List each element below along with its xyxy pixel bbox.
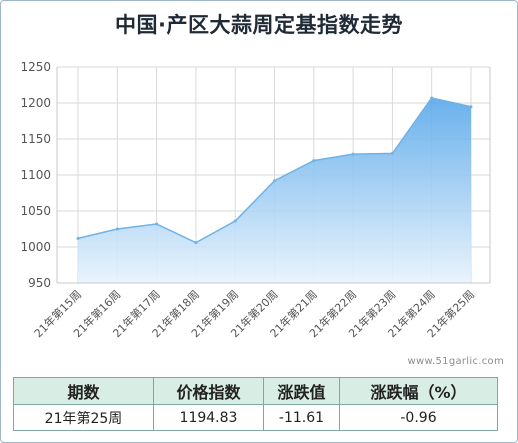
data-point [312, 159, 316, 163]
data-point [273, 179, 276, 183]
series-area [78, 97, 471, 284]
y-tick-label: 1150 [20, 132, 51, 146]
y-tick-label: 1000 [20, 240, 51, 254]
header-price-index: 价格指数 [153, 377, 264, 405]
data-point [430, 96, 434, 100]
data-point [351, 152, 355, 156]
chart-title: 中国·产区大蒜周定基指数走势 [115, 13, 403, 37]
watermark: www.51garlic.com [407, 356, 504, 367]
data-point [76, 236, 80, 240]
cell-period: 21年第25周 [13, 404, 154, 431]
header-change-percent: 涨跌幅（%） [339, 377, 498, 405]
cell-change-value: -11.61 [263, 404, 340, 431]
y-tick-label: 1100 [20, 168, 51, 182]
summary-table: 期数 价格指数 涨跌值 涨跌幅（%） 21年第25周 1194.83 -11.6… [13, 377, 498, 431]
data-point [194, 241, 198, 245]
summary-table-header-row: 期数 价格指数 涨跌值 涨跌幅（%） [13, 377, 498, 405]
data-point [155, 222, 159, 226]
data-point [469, 105, 473, 109]
header-change-value: 涨跌值 [263, 377, 340, 405]
y-tick-label: 1250 [20, 60, 51, 74]
data-point [390, 151, 394, 155]
y-tick-label: 1200 [20, 96, 51, 110]
cell-price-index: 1194.83 [153, 404, 264, 431]
summary-table-row: 21年第25周 1194.83 -11.61 -0.96 [13, 404, 498, 431]
cell-change-percent: -0.96 [339, 404, 498, 431]
data-point [115, 227, 119, 231]
data-point [233, 219, 237, 223]
y-tick-label: 1050 [20, 204, 51, 218]
y-tick-label: 950 [28, 276, 51, 290]
header-period: 期数 [13, 377, 154, 405]
